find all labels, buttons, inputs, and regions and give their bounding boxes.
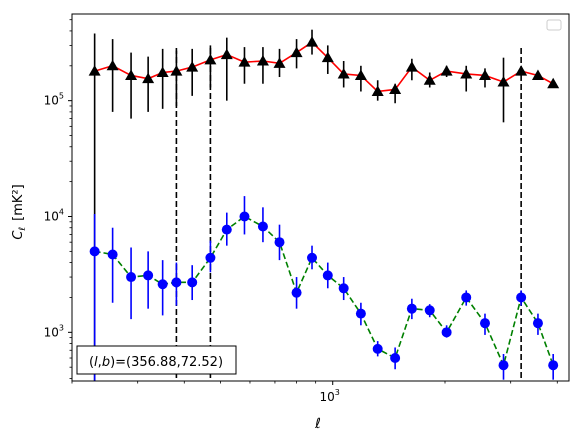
series-1-point-11 <box>274 237 285 248</box>
series-1-point-5 <box>171 277 182 288</box>
annotation-box: (l,b)=(356.88,72.52) <box>76 345 237 375</box>
series-0-point-21 <box>440 65 453 76</box>
series-1-point-19 <box>406 303 417 314</box>
y-axis-label-unit: [mK²] <box>11 184 26 221</box>
series-1-point-7 <box>205 252 216 263</box>
y-tick-label: 103 <box>44 323 64 339</box>
series-0-point-13 <box>306 36 319 47</box>
series-0-point-7 <box>204 53 217 65</box>
series-1-point-1 <box>107 249 118 260</box>
series-0-point-0 <box>88 65 101 76</box>
y-tick-label: 104 <box>44 207 64 223</box>
series-0-point-8 <box>220 48 233 60</box>
series-1-point-21 <box>441 327 452 338</box>
series-0-point-1 <box>106 59 119 71</box>
series-0-point-16 <box>354 69 367 80</box>
series-1-point-17 <box>372 343 383 354</box>
legend-box <box>546 19 562 31</box>
series-0-point-2 <box>125 69 138 80</box>
series-1-point-25 <box>516 292 527 303</box>
series-1-point-27 <box>548 360 559 371</box>
series-0-point-20 <box>423 74 436 85</box>
annotation-label: (l,b)=(356.88,72.52) <box>89 355 223 370</box>
series-0-point-15 <box>337 67 350 79</box>
series-0-point-27 <box>547 77 560 89</box>
series-1-point-2 <box>126 272 137 283</box>
series-0-point-14 <box>321 51 334 63</box>
series-1-point-20 <box>424 305 435 316</box>
axis-ticks <box>68 19 558 385</box>
series-0-point-26 <box>531 69 544 80</box>
series-1-point-15 <box>338 283 349 294</box>
series-0-point-17 <box>371 85 384 96</box>
y-tick-label: 105 <box>44 92 64 108</box>
series-1-point-13 <box>307 252 318 263</box>
svg-text:Cℓ[mK²]: Cℓ [mK²] <box>11 184 28 239</box>
series-1-point-22 <box>461 292 472 303</box>
series-1-point-14 <box>322 270 333 281</box>
series-1-line <box>94 215 554 368</box>
plot-frame <box>71 13 570 382</box>
series-1-point-23 <box>479 318 490 329</box>
data-markers <box>88 36 560 371</box>
series-0-point-9 <box>238 56 251 67</box>
series-0-point-24 <box>497 75 510 87</box>
series-0-point-22 <box>460 67 473 79</box>
series-1-point-6 <box>187 277 198 288</box>
series-0-point-6 <box>186 61 199 72</box>
series-1-point-9 <box>239 211 250 222</box>
series-1-point-12 <box>291 287 302 298</box>
series-1-point-26 <box>532 318 543 329</box>
series-0-point-4 <box>156 66 169 78</box>
series-0-point-3 <box>142 72 155 84</box>
series-0-point-23 <box>478 69 491 80</box>
series-1-point-3 <box>143 270 154 281</box>
series-1-point-8 <box>221 224 232 235</box>
series-1-point-16 <box>355 308 366 319</box>
series-0-point-18 <box>389 83 402 94</box>
series-0-point-19 <box>405 61 418 72</box>
series-0-point-10 <box>256 55 269 66</box>
series-1-point-10 <box>257 221 268 232</box>
tick-labels: 103 103 104 105 <box>44 92 340 404</box>
series-0-point-25 <box>515 65 528 76</box>
series-0-point-12 <box>290 46 303 58</box>
series-0-line <box>94 41 554 93</box>
series-0-point-11 <box>273 57 286 68</box>
series-1-point-0 <box>89 246 100 257</box>
x-axis-label: ℓ <box>314 416 321 432</box>
y-axis-label-sub: ℓ <box>18 227 28 232</box>
series-lines <box>94 41 554 368</box>
series-1-point-18 <box>390 353 401 364</box>
series-1-point-24 <box>498 360 509 371</box>
plot-area <box>72 14 569 381</box>
series-1-point-4 <box>157 279 168 290</box>
x-tick-label: 103 <box>320 388 340 404</box>
series-0-point-5 <box>170 65 183 76</box>
y-axis-label: Cℓ [mK²] <box>11 184 28 239</box>
y-axis-label-main: C <box>11 230 26 240</box>
